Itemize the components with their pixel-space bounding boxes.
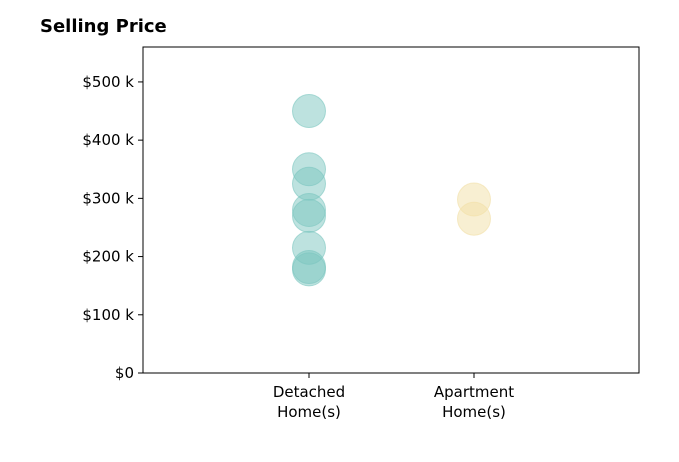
y-tick-label: $200 k [82, 248, 134, 266]
data-point [292, 94, 326, 129]
data-point [292, 198, 326, 233]
y-tick-label: $400 k [82, 131, 134, 149]
x-tick-label: Detached Home(s) [273, 383, 345, 421]
x-tick-label: Apartment Home(s) [434, 383, 514, 421]
y-axis: $0 $100 k $200 k $300 k $400 k $500 k [82, 73, 143, 382]
data-point [457, 201, 491, 236]
y-tick-label: $500 k [82, 73, 134, 91]
x-axis: Detached Home(s) Apartment Home(s) [273, 373, 514, 421]
plot-frame [142, 46, 640, 374]
data-point [292, 252, 326, 287]
y-tick-label: $300 k [82, 189, 134, 207]
y-tick-label: $100 k [82, 306, 134, 324]
data-points [292, 94, 491, 287]
chart-title: Selling Price [40, 16, 167, 37]
y-tick-label: $0 [115, 364, 134, 382]
